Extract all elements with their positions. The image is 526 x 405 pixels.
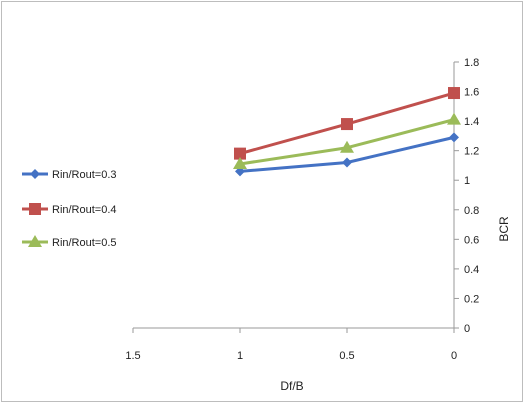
legend-marker: [29, 203, 41, 215]
legend-label: Rin/Rout=0.5: [52, 237, 117, 249]
x-tick-label: 0: [451, 350, 457, 362]
legend-entry-3: Rin/Rout=0.5: [22, 235, 117, 249]
y-tick-label: 0.4: [464, 264, 479, 276]
data-point: [449, 132, 459, 143]
x-tick-label: 1: [237, 350, 243, 362]
data-point: [342, 157, 352, 168]
legend-marker: [28, 235, 42, 247]
legend-entry-1: Rin/Rout=0.3: [22, 169, 117, 181]
legend-label: Rin/Rout=0.4: [52, 204, 117, 216]
x-axis-title: Df/B: [280, 379, 303, 393]
y-tick-label: 0.6: [464, 234, 479, 246]
y-tick-label: 1: [464, 175, 470, 187]
y-tick-label: 1.4: [464, 116, 479, 128]
data-point: [340, 140, 354, 153]
y-tick-label: 0: [464, 323, 470, 335]
y-tick-label: 1.8: [464, 57, 479, 69]
legend-entry-2: Rin/Rout=0.4: [22, 203, 117, 216]
legend: Rin/Rout=0.3 Rin/Rout=0.4 Rin/Rout=0.5: [22, 169, 117, 249]
y-axis-title: BCR: [497, 216, 511, 242]
series-layer: [233, 87, 461, 177]
y-tick-label: 0.2: [464, 293, 479, 305]
x-tick-label: 0.5: [339, 350, 354, 362]
y-tick-label: 1.6: [464, 87, 479, 99]
y-tick-label: 1.2: [464, 146, 479, 158]
series-2: [234, 87, 460, 160]
data-point: [448, 87, 460, 100]
series-3: [233, 112, 461, 169]
data-point: [234, 147, 246, 160]
data-point: [447, 112, 461, 125]
data-point: [341, 118, 353, 131]
data-point: [233, 156, 247, 169]
y-tick-label: 0.8: [464, 205, 479, 217]
legend-label: Rin/Rout=0.3: [52, 169, 117, 181]
axes: 1.5 1 0.5 0 0 0.2 0.4 0.6 0.8 1 1.2 1.4 1.6 1.8: [125, 57, 479, 362]
legend-marker: [30, 169, 40, 179]
x-tick-label: 1.5: [125, 350, 140, 362]
series-1: [235, 132, 459, 177]
